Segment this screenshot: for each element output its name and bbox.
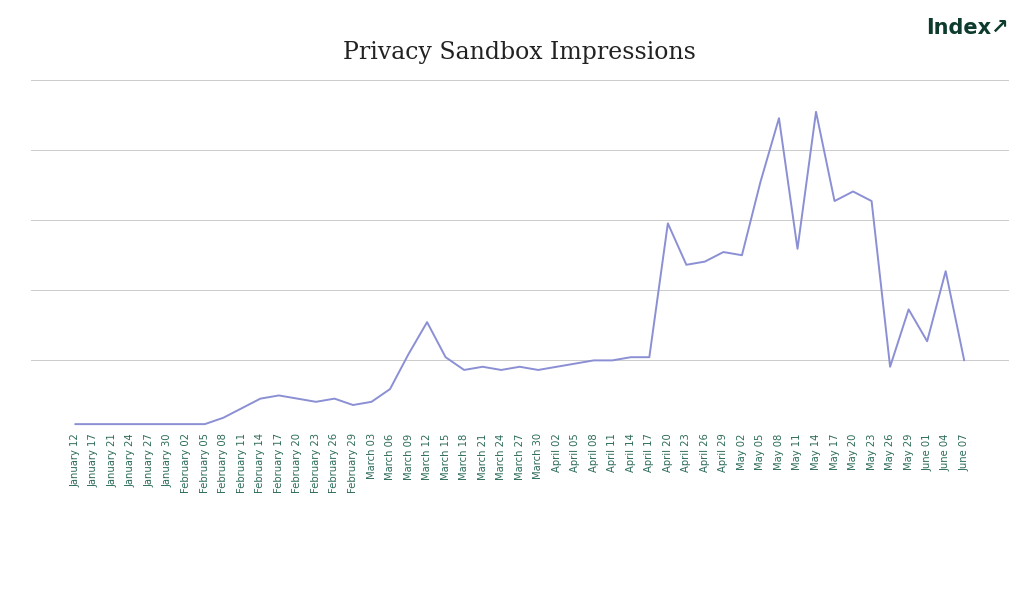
Text: Index↗: Index↗ — [926, 18, 1009, 39]
Title: Privacy Sandbox Impressions: Privacy Sandbox Impressions — [343, 41, 696, 64]
